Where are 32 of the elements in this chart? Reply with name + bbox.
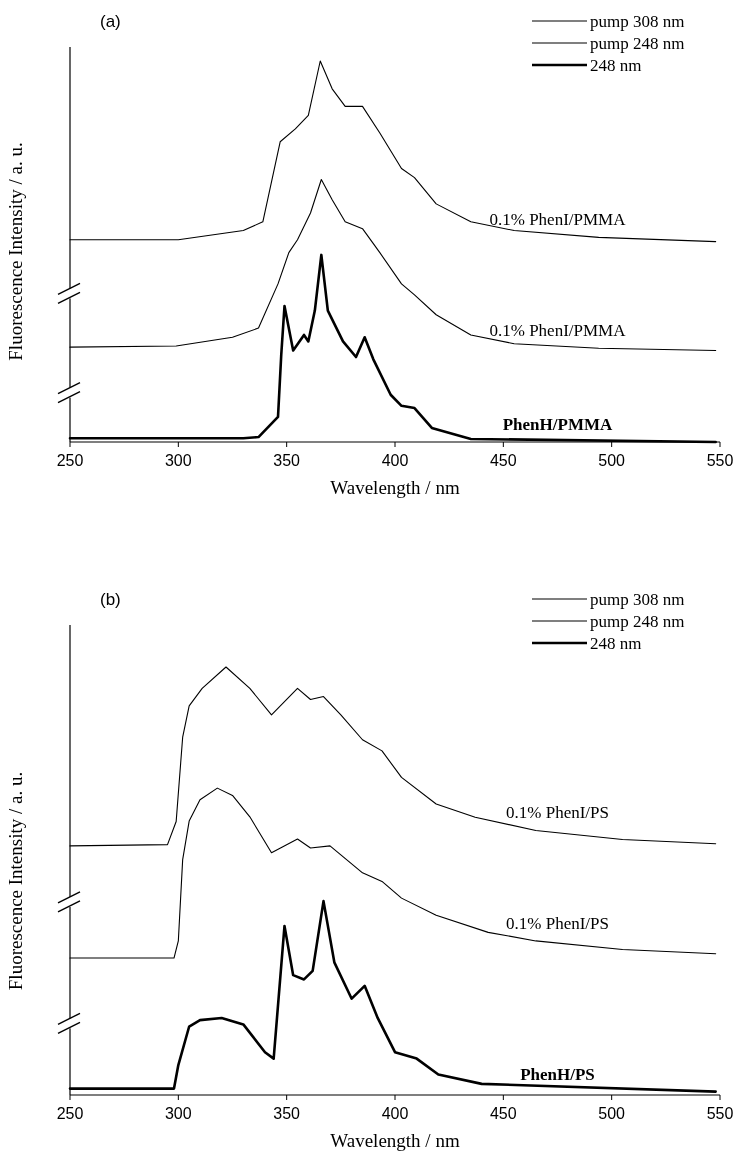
x-tick-label: 550 bbox=[706, 1105, 734, 1122]
annotation: PhenH/PMMA bbox=[502, 415, 613, 434]
x-tick-label: 400 bbox=[381, 452, 409, 469]
annotation: 0.1% PhenI/PS bbox=[506, 803, 609, 823]
legend-label: pump 248 nm bbox=[590, 34, 685, 53]
x-tick-label: 350 bbox=[273, 1105, 301, 1122]
x-tick-label: 300 bbox=[164, 1105, 192, 1122]
legend-label: 248 nm bbox=[590, 634, 642, 653]
y-axis-title: Fluorescence Intensity / a. u. bbox=[5, 771, 26, 991]
annotation: PhenH/PS bbox=[520, 1064, 595, 1084]
x-tick-label: 300 bbox=[164, 452, 192, 469]
legend-label: pump 308 nm bbox=[590, 12, 685, 31]
x-tick-label: 500 bbox=[598, 1105, 626, 1122]
x-tick-label: 550 bbox=[706, 452, 734, 469]
chart-title: (a) bbox=[100, 12, 121, 31]
chart-title: (b) bbox=[100, 590, 121, 609]
legend-label: 248 nm bbox=[590, 56, 642, 75]
x-tick-label: 500 bbox=[598, 452, 626, 469]
legend-label: pump 248 nm bbox=[590, 612, 685, 631]
x-tick-label: 250 bbox=[56, 452, 84, 469]
x-tick-label: 250 bbox=[56, 1105, 84, 1122]
x-axis-title: Wavelength / nm bbox=[330, 477, 460, 498]
y-axis-title: Fluorescence Intensity / a. u. bbox=[5, 142, 26, 361]
legend-label: pump 308 nm bbox=[590, 590, 685, 609]
x-tick-label: 350 bbox=[273, 452, 301, 469]
x-tick-label: 450 bbox=[489, 452, 517, 469]
annotation: 0.1% PhenI/PS bbox=[506, 913, 609, 933]
x-tick-label: 400 bbox=[381, 1105, 409, 1122]
annotation: 0.1% PhenI/PMMA bbox=[489, 210, 627, 230]
x-tick-label: 450 bbox=[489, 1105, 517, 1122]
x-axis-title: Wavelength / nm bbox=[330, 1130, 460, 1151]
annotation: 0.1% PhenI/PMMA bbox=[489, 321, 627, 341]
